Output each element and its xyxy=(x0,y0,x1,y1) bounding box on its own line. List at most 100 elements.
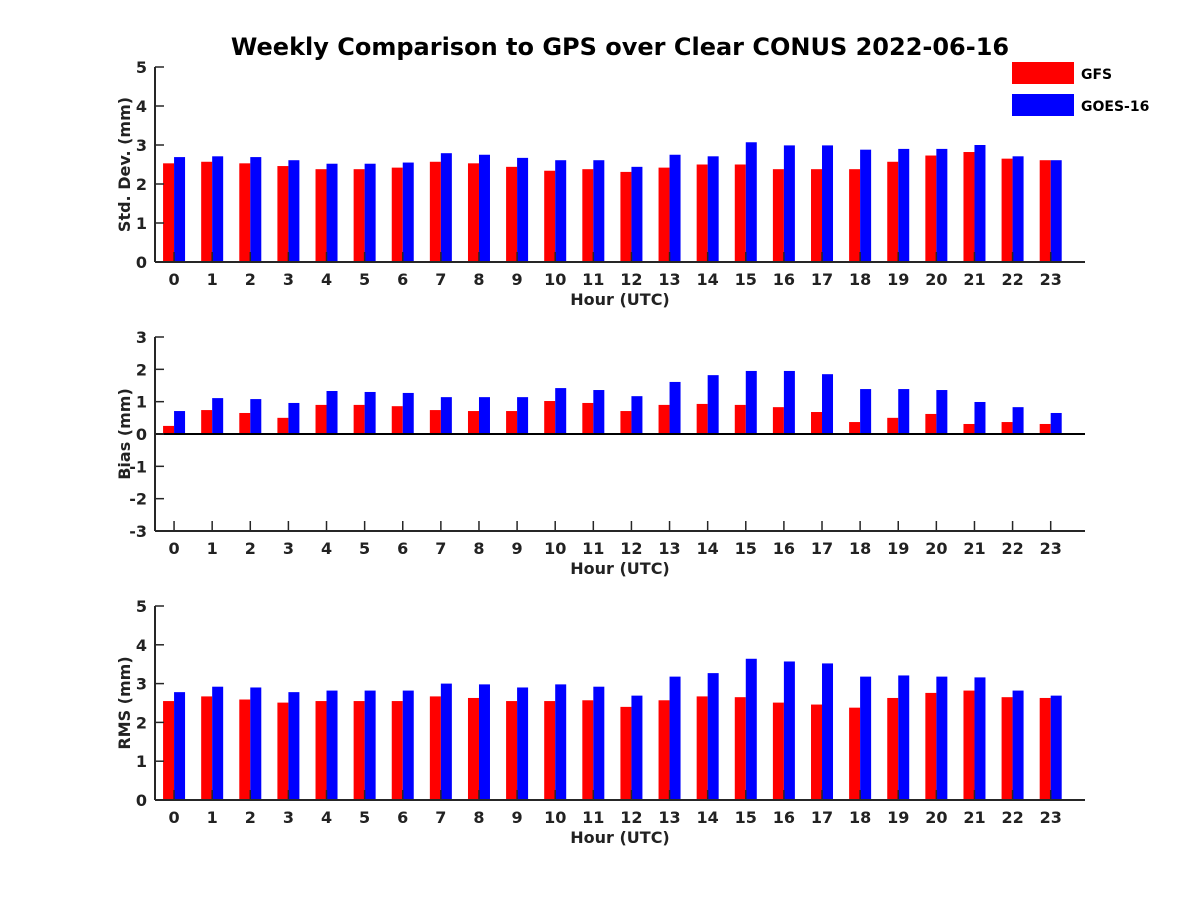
bar-stddev-goes-16-16 xyxy=(783,145,795,262)
bar-bias-goes-16-15 xyxy=(745,370,757,434)
bar-bias-goes-16-7 xyxy=(440,397,452,434)
bar-rms-goes-16-16 xyxy=(783,661,795,800)
bar-stddev-gfs-2 xyxy=(239,163,251,262)
xtick-label-bias: 1 xyxy=(207,539,218,558)
xtick-label-rms: 9 xyxy=(512,808,523,827)
bar-rms-goes-16-14 xyxy=(707,673,719,800)
ytick-label-stddev: 1 xyxy=(136,214,147,233)
xtick-label-bias: 5 xyxy=(359,539,370,558)
bar-rms-goes-16-13 xyxy=(669,676,681,800)
bar-bias-gfs-21 xyxy=(963,423,975,434)
xtick-label-rms: 5 xyxy=(359,808,370,827)
xtick-label-bias: 18 xyxy=(849,539,871,558)
bar-bias-gfs-8 xyxy=(467,411,479,434)
bar-stddev-gfs-18 xyxy=(849,169,861,262)
bar-rms-goes-16-9 xyxy=(517,687,529,800)
xtick-label-rms: 15 xyxy=(735,808,757,827)
ytick-label-rms: 5 xyxy=(136,597,147,616)
bar-rms-goes-16-21 xyxy=(974,677,986,800)
bar-stddev-goes-16-1 xyxy=(212,156,224,262)
xtick-label-bias: 9 xyxy=(512,539,523,558)
bar-stddev-goes-16-0 xyxy=(174,157,186,262)
legend-swatch-gfs xyxy=(1012,62,1074,84)
xtick-label-stddev: 9 xyxy=(512,270,523,289)
bar-stddev-gfs-14 xyxy=(696,164,708,262)
xtick-label-rms: 17 xyxy=(811,808,833,827)
bar-rms-gfs-3 xyxy=(277,702,289,800)
bar-stddev-goes-16-7 xyxy=(440,153,452,262)
bar-bias-goes-16-8 xyxy=(478,397,490,434)
bar-rms-gfs-1 xyxy=(201,696,213,800)
x-axis-label-stddev: Hour (UTC) xyxy=(570,290,670,309)
bar-bias-goes-16-22 xyxy=(1012,407,1024,434)
bar-rms-goes-16-12 xyxy=(631,695,643,800)
bar-stddev-goes-16-3 xyxy=(288,160,300,262)
bar-bias-goes-16-11 xyxy=(593,390,605,434)
bar-bias-goes-16-1 xyxy=(212,398,224,434)
bar-rms-goes-16-7 xyxy=(440,683,452,800)
bar-bias-gfs-5 xyxy=(353,404,365,434)
legend-swatch-goes-16 xyxy=(1012,94,1074,116)
xtick-label-rms: 8 xyxy=(473,808,484,827)
legend: GFS GOES-16 xyxy=(1012,62,1149,116)
xtick-label-stddev: 10 xyxy=(544,270,566,289)
bar-rms-goes-16-10 xyxy=(555,684,567,800)
bar-rms-gfs-18 xyxy=(849,707,861,800)
bar-stddev-goes-16-17 xyxy=(822,145,834,262)
bar-rms-goes-16-5 xyxy=(364,690,376,800)
bar-rms-goes-16-18 xyxy=(860,676,872,800)
bar-rms-gfs-12 xyxy=(620,706,632,800)
xtick-label-rms: 16 xyxy=(773,808,795,827)
bar-stddev-goes-16-13 xyxy=(669,154,681,262)
bar-bias-gfs-11 xyxy=(582,402,594,434)
bar-stddev-goes-16-22 xyxy=(1012,156,1024,262)
xtick-label-stddev: 0 xyxy=(168,270,179,289)
bar-stddev-gfs-15 xyxy=(734,164,746,262)
bar-bias-goes-16-18 xyxy=(860,389,872,434)
bar-bias-goes-16-12 xyxy=(631,396,643,434)
bar-bias-gfs-23 xyxy=(1039,423,1051,434)
bar-rms-gfs-4 xyxy=(315,701,327,800)
xtick-label-stddev: 6 xyxy=(397,270,408,289)
xtick-label-rms: 18 xyxy=(849,808,871,827)
bar-rms-gfs-13 xyxy=(658,700,670,800)
bar-stddev-goes-16-15 xyxy=(745,142,757,262)
bar-bias-goes-16-16 xyxy=(783,370,795,434)
bar-bias-gfs-10 xyxy=(544,401,556,434)
bar-bias-gfs-15 xyxy=(734,404,746,434)
bar-bias-goes-16-0 xyxy=(174,411,186,434)
ytick-label-stddev: 3 xyxy=(136,136,147,155)
bar-rms-goes-16-23 xyxy=(1050,695,1062,800)
xtick-label-bias: 3 xyxy=(283,539,294,558)
xtick-label-rms: 4 xyxy=(321,808,332,827)
bar-stddev-goes-16-14 xyxy=(707,156,719,262)
bar-rms-gfs-11 xyxy=(582,700,594,800)
xtick-label-bias: 17 xyxy=(811,539,833,558)
bar-stddev-gfs-21 xyxy=(963,152,975,262)
bar-bias-gfs-12 xyxy=(620,411,632,434)
bar-stddev-gfs-9 xyxy=(506,166,518,262)
xtick-label-rms: 11 xyxy=(582,808,604,827)
bar-stddev-gfs-1 xyxy=(201,161,213,262)
bar-bias-gfs-6 xyxy=(391,406,403,434)
xtick-label-stddev: 15 xyxy=(735,270,757,289)
bar-bias-gfs-13 xyxy=(658,404,670,434)
bar-bias-gfs-4 xyxy=(315,404,327,434)
bar-rms-goes-16-11 xyxy=(593,686,605,800)
y-axis-label-rms: RMS (mm) xyxy=(115,656,134,749)
y-axis-label-stddev: Std. Dev. (mm) xyxy=(115,97,134,232)
bar-rms-goes-16-8 xyxy=(478,684,490,800)
bar-stddev-gfs-4 xyxy=(315,169,327,262)
xtick-label-stddev: 12 xyxy=(620,270,642,289)
bar-stddev-goes-16-12 xyxy=(631,166,643,262)
bar-rms-goes-16-22 xyxy=(1012,690,1024,800)
bar-rms-gfs-14 xyxy=(696,696,708,800)
xtick-label-bias: 14 xyxy=(697,539,719,558)
bar-bias-gfs-17 xyxy=(811,412,823,434)
xtick-label-stddev: 11 xyxy=(582,270,604,289)
bar-stddev-gfs-17 xyxy=(811,169,823,262)
xtick-label-bias: 23 xyxy=(1040,539,1062,558)
